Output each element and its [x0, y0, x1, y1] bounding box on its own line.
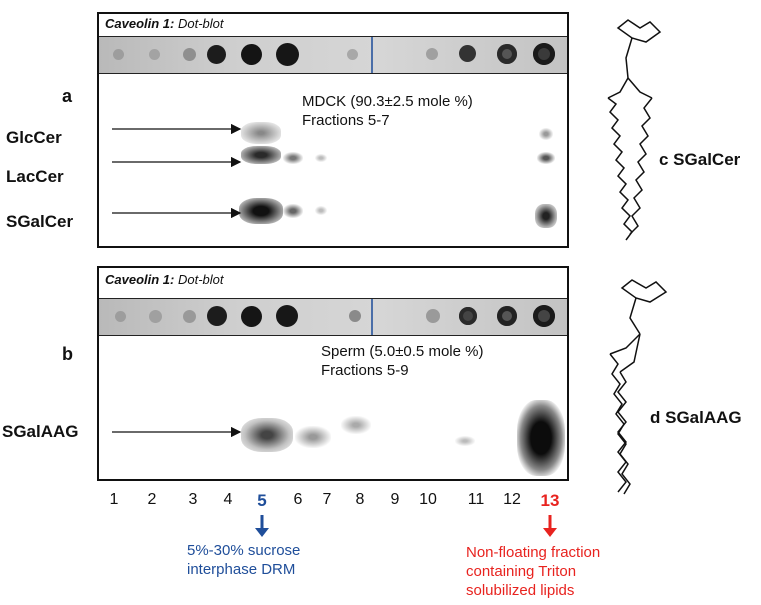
band-sgalaag-f8: [341, 416, 371, 434]
dot: [115, 311, 126, 322]
strip-divider: [371, 299, 373, 335]
panel-b-header-bold: Caveolin 1:: [105, 272, 175, 287]
band-sgalcer-f7: [315, 206, 327, 215]
dot: [149, 310, 162, 323]
band-sgalaag-f13: [517, 400, 565, 476]
panel-a-note: MDCK (90.3±2.5 mole %) Fractions 5-7: [302, 92, 473, 130]
label-glccer: GlcCer: [6, 128, 62, 147]
dot: [183, 48, 196, 61]
panel-a-note-line2: Fractions 5-7: [302, 112, 390, 129]
dot: [533, 305, 555, 327]
structure-sgalaag: [609, 279, 668, 495]
fraction-3: 3: [188, 491, 198, 508]
panel-a: Caveolin 1: Dot-blot MDCK (90.3±2.5 mole…: [97, 12, 569, 248]
panel-b-header: Caveolin 1: Dot-blot: [99, 270, 567, 290]
structure-label-d: d SGalAAG: [650, 408, 742, 427]
fraction-11: 11: [467, 491, 485, 508]
fraction-13: 13: [540, 491, 560, 510]
dot: [459, 307, 477, 325]
dot: [347, 49, 358, 60]
panel-a-header-italic: Dot-blot: [177, 16, 224, 31]
fraction-9: 9: [390, 491, 400, 508]
panel-a-note-line1: MDCK (90.3±2.5 mole %): [302, 93, 473, 110]
structure-sgalcer: [607, 19, 662, 241]
panel-a-letter: a: [62, 86, 73, 106]
red-note-line1: Non-floating fraction: [466, 544, 601, 561]
dot: [149, 49, 160, 60]
dot: [426, 309, 440, 323]
fraction-5: 5: [257, 491, 267, 510]
band-sgalaag-f6-7: [295, 426, 331, 448]
blue-arrow-head: [255, 528, 269, 537]
red-note-line2: containing Triton: [466, 563, 577, 580]
dot: [497, 44, 517, 64]
panel-a-header-bold: Caveolin 1:: [105, 16, 175, 31]
fraction-8: 8: [355, 491, 365, 508]
panel-b-note-line1: Sperm (5.0±0.5 mole %): [321, 343, 484, 360]
red-arrow-head: [543, 528, 557, 537]
blue-note-line1: 5%-30% sucrose: [187, 542, 301, 559]
panel-a-header: Caveolin 1: Dot-blot: [99, 14, 567, 34]
label-sgalcer: SGalCer: [6, 212, 74, 231]
band-laccer-f7: [315, 154, 327, 162]
label-sgalaag: SGalAAG: [2, 422, 79, 441]
dot: [241, 306, 262, 327]
dot: [207, 306, 227, 326]
dot: [426, 48, 438, 60]
dot: [113, 49, 124, 60]
fraction-1: 1: [109, 491, 119, 508]
dot: [459, 45, 476, 62]
panel-b-header-italic: Dot-blot: [177, 272, 224, 287]
band-laccer-f6: [283, 152, 303, 164]
blue-note-line2: interphase DRM: [187, 561, 296, 578]
panel-b: Caveolin 1: Dot-blot Sperm (5.0±0.5 mole…: [97, 266, 569, 481]
fraction-2: 2: [147, 491, 157, 508]
fraction-7: 7: [322, 491, 332, 508]
fraction-6: 6: [293, 491, 303, 508]
fraction-12: 12: [503, 491, 521, 508]
panel-b-note-line2: Fractions 5-9: [321, 362, 409, 379]
dot: [183, 310, 196, 323]
dot: [349, 310, 361, 322]
band-glccer: [241, 122, 281, 144]
band-laccer: [241, 146, 281, 164]
dot: [241, 44, 262, 65]
panel-b-dot-strip: [99, 298, 567, 336]
panel-b-note: Sperm (5.0±0.5 mole %) Fractions 5-9: [321, 342, 483, 380]
red-note-line3: solubilized lipids: [466, 582, 575, 599]
band-f13-mid: [537, 152, 555, 164]
strip-divider: [371, 37, 373, 73]
structure-label-c: c SGalCer: [659, 150, 741, 169]
dot: [533, 43, 555, 65]
panel-b-letter: b: [62, 344, 73, 364]
band-sgalcer-f6: [283, 204, 303, 218]
dot: [497, 306, 517, 326]
band-sgalaag-f5: [241, 418, 293, 452]
label-laccer: LacCer: [6, 167, 64, 186]
band-f13-top: [539, 128, 553, 140]
red-note: Non-floating fraction containing Triton …: [466, 543, 600, 600]
fraction-10: 10: [419, 491, 437, 508]
fraction-4: 4: [223, 491, 233, 508]
blue-note: 5%-30% sucrose interphase DRM: [187, 541, 300, 579]
band-sgalaag-f11: [455, 436, 475, 446]
band-sgalcer: [239, 198, 283, 224]
dot: [276, 43, 299, 66]
dot: [276, 305, 298, 327]
band-f13-low: [535, 204, 557, 228]
panel-a-dot-strip: [99, 36, 567, 74]
dot: [207, 45, 226, 64]
